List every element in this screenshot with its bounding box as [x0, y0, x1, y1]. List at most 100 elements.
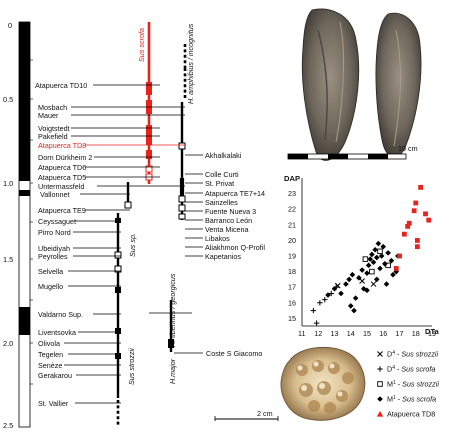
sus-scrofa-range: Sus scrofa	[137, 22, 153, 184]
data-point	[317, 300, 323, 306]
site-label: Mosbach	[38, 103, 67, 112]
tusk-specimen-right	[375, 12, 422, 158]
x-axis-label: DTa	[425, 327, 440, 336]
data-point	[369, 251, 375, 258]
data-point	[364, 270, 370, 276]
site-label: Venta Micena	[205, 225, 249, 234]
site-label: Vallonnet	[40, 190, 69, 199]
data-point	[377, 265, 383, 272]
x-tick-label: 15	[363, 329, 371, 338]
data-point	[310, 307, 317, 314]
x-tick-label: 11	[298, 329, 305, 338]
legend-marker	[376, 411, 384, 417]
data-point	[351, 307, 357, 314]
site-label: Ubeidiyah	[38, 244, 70, 253]
site-label: St. Vallier	[38, 399, 69, 408]
sus-strozzii-label: Sus strozzii	[127, 348, 136, 385]
x-tick-label: 12	[314, 329, 322, 338]
y-tick-label: 20	[288, 236, 296, 245]
data-point	[393, 266, 399, 271]
timeline-panel: 0 0.5 1.0 1.5 2.0 2.5 Sus scrofa	[3, 21, 279, 430]
tick-label-1.5: 1.5	[3, 255, 13, 264]
site-label: Olivola	[38, 339, 60, 348]
sus-strozzii-range: Sus strozzii	[114, 213, 136, 425]
data-point	[346, 276, 352, 283]
polarity-jaramillo	[19, 190, 30, 196]
data-point	[331, 285, 338, 292]
site-label-highlight: Atapuerca TD8	[38, 141, 86, 150]
legend-marker	[377, 396, 383, 402]
tick-label-2.0: 2.0	[3, 339, 13, 348]
y-tick-label: 22	[288, 205, 296, 214]
y-tick-label: 17	[288, 283, 296, 292]
h-amphibius-label: H. amphibius / incognitus	[186, 23, 195, 104]
x-tick-label: 17	[396, 329, 404, 338]
data-point	[364, 287, 370, 294]
data-point	[375, 240, 382, 247]
site-label: Voigtstedt	[38, 124, 70, 133]
data-point	[397, 253, 402, 259]
data-point	[328, 290, 334, 297]
data-point	[369, 268, 375, 275]
column-ticks	[30, 59, 33, 385]
polarity-brunhes	[19, 22, 30, 181]
site-label: Fuente Nueva 3	[205, 207, 256, 216]
sus-sp-label: Sus sp.	[128, 233, 137, 257]
scatter-chart: DAP DTa 11 12 13 14 15 16 17 18 19 15 16 17 18 19 20 21…	[284, 174, 440, 338]
x-tick-label: 13	[331, 329, 339, 338]
data-point	[418, 184, 424, 190]
legend-label: M1 - Sus strozzii	[387, 380, 439, 389]
data-point	[359, 278, 365, 284]
legend-label: D4 - Sus strozzii	[387, 350, 439, 359]
data-point	[426, 217, 432, 223]
site-list-right: Akhalkalaki Colle Curti St. Privat Atapu…	[174, 151, 265, 358]
data-point	[362, 256, 369, 262]
chart-legend: D4 - Sus strozzii D4 - Sus scrofa M1 - Sus…	[376, 350, 439, 419]
y-tick-label: 15	[288, 314, 296, 323]
scale-bar-2cm: 2 cm	[214, 409, 279, 421]
data-point	[343, 281, 349, 287]
site-label: Aliakhmon Q-Profil	[205, 243, 265, 252]
data-point	[388, 257, 395, 264]
legend-marker	[377, 366, 383, 372]
h-major-range: H.major	[149, 300, 192, 384]
legend-label: M1 - Sus scrofa	[387, 395, 436, 404]
data-point	[382, 261, 388, 267]
data-point	[365, 262, 372, 269]
data-point	[406, 220, 412, 226]
site-label: Pirro Nord	[38, 228, 71, 237]
data-point	[393, 268, 400, 275]
y-tick-label: 19	[288, 252, 296, 261]
y-tick-label: 23	[288, 189, 296, 198]
tusk-specimen-left	[301, 8, 360, 161]
data-point	[352, 295, 359, 301]
data-point	[349, 271, 356, 278]
h-tiberinus-label: H. tiberinus / georgicus	[168, 273, 177, 347]
y-tick-label: 21	[288, 220, 296, 229]
site-label: Colle Curti	[205, 170, 239, 179]
legend-marker	[377, 351, 383, 357]
site-list-left: Atapuerca TD10 Mosbach Mauer Voigtstedt …	[35, 81, 185, 408]
site-label: Sainzelles	[205, 198, 238, 207]
data-point	[347, 303, 354, 309]
data-point	[414, 244, 420, 250]
site-label: Selvella	[38, 267, 63, 276]
h-tiberinus-range: H. tiberinus / georgicus	[168, 132, 186, 347]
site-label: Libakos	[205, 234, 230, 243]
tusk-photo: 10 cm	[287, 8, 422, 161]
h-amphibius-range: H. amphibius / incognitus	[180, 23, 195, 132]
site-label: Barranco León	[205, 216, 252, 225]
tick-label-0.5: 0.5	[3, 95, 13, 104]
site-label: Gerakarou	[38, 371, 72, 380]
y-tick-label: 18	[288, 267, 296, 276]
site-label: Peyrolles	[38, 252, 68, 261]
data-point	[423, 211, 428, 217]
site-label: Valdarno Sup.	[38, 310, 83, 319]
scale-bar-10cm: 10 cm	[287, 144, 418, 160]
x-tick-label: 14	[347, 329, 355, 338]
data-point	[385, 250, 391, 256]
chart-tick-labels: 11 12 13 14 15 16 17 18 19 15 16 17 18 19 20 21 22 23	[288, 189, 436, 338]
data-point	[359, 267, 365, 273]
site-label: Coste S Giacomo	[206, 349, 262, 358]
site-label: Atapuerca TE7+14	[205, 189, 265, 198]
